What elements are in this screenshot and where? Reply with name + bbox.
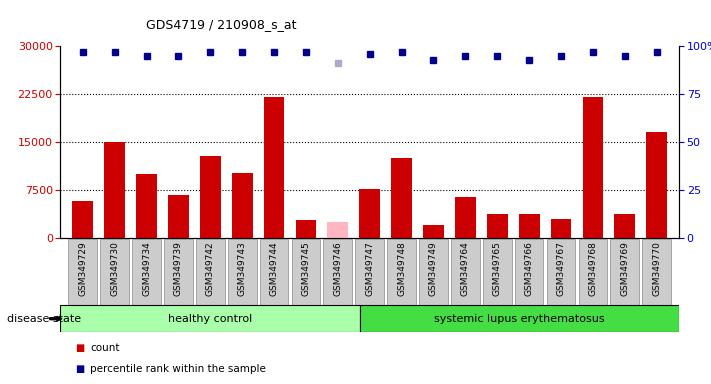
Text: systemic lupus erythematosus: systemic lupus erythematosus — [434, 314, 605, 324]
Text: count: count — [90, 343, 119, 353]
FancyBboxPatch shape — [228, 239, 257, 305]
FancyBboxPatch shape — [642, 239, 671, 305]
Text: GSM349768: GSM349768 — [589, 242, 597, 296]
Bar — [232, 173, 252, 238]
Bar — [614, 214, 635, 238]
Text: GSM349749: GSM349749 — [429, 242, 438, 296]
Bar — [391, 158, 412, 238]
Text: GDS4719 / 210908_s_at: GDS4719 / 210908_s_at — [146, 18, 296, 31]
FancyBboxPatch shape — [547, 239, 575, 305]
Bar — [137, 174, 157, 238]
Bar — [550, 219, 572, 238]
Text: GSM349730: GSM349730 — [110, 242, 119, 296]
Text: GSM349747: GSM349747 — [365, 242, 374, 296]
FancyBboxPatch shape — [196, 239, 225, 305]
FancyBboxPatch shape — [132, 239, 161, 305]
FancyBboxPatch shape — [611, 239, 639, 305]
FancyBboxPatch shape — [60, 305, 360, 332]
FancyBboxPatch shape — [419, 239, 448, 305]
Text: GSM349766: GSM349766 — [525, 242, 534, 296]
Text: GSM349744: GSM349744 — [269, 242, 279, 296]
FancyBboxPatch shape — [100, 239, 129, 305]
Text: GSM349729: GSM349729 — [78, 242, 87, 296]
Bar — [296, 220, 316, 238]
Bar — [582, 97, 603, 238]
Text: GSM349734: GSM349734 — [142, 242, 151, 296]
FancyBboxPatch shape — [324, 239, 352, 305]
Text: GSM349746: GSM349746 — [333, 242, 342, 296]
Text: healthy control: healthy control — [169, 314, 252, 324]
Text: ■: ■ — [75, 364, 84, 374]
Bar — [73, 201, 93, 238]
Bar — [200, 156, 220, 238]
Bar — [168, 195, 189, 238]
Text: GSM349770: GSM349770 — [652, 242, 661, 296]
Text: GSM349743: GSM349743 — [237, 242, 247, 296]
FancyBboxPatch shape — [579, 239, 607, 305]
FancyBboxPatch shape — [164, 239, 193, 305]
Bar — [423, 225, 444, 238]
Text: GSM349767: GSM349767 — [557, 242, 565, 296]
Text: GSM349764: GSM349764 — [461, 242, 470, 296]
FancyBboxPatch shape — [292, 239, 320, 305]
Text: ■: ■ — [75, 343, 84, 353]
Bar — [359, 189, 380, 238]
FancyBboxPatch shape — [451, 239, 480, 305]
Bar — [105, 142, 125, 238]
Text: GSM349769: GSM349769 — [620, 242, 629, 296]
FancyBboxPatch shape — [360, 305, 679, 332]
FancyBboxPatch shape — [68, 239, 97, 305]
Text: disease state: disease state — [7, 314, 81, 324]
FancyBboxPatch shape — [356, 239, 384, 305]
FancyBboxPatch shape — [260, 239, 289, 305]
Bar — [519, 214, 540, 238]
Text: GSM349739: GSM349739 — [174, 242, 183, 296]
Text: GSM349742: GSM349742 — [205, 242, 215, 296]
FancyBboxPatch shape — [483, 239, 512, 305]
FancyBboxPatch shape — [515, 239, 543, 305]
Bar — [328, 222, 348, 238]
Bar — [264, 97, 284, 238]
Bar — [646, 132, 667, 238]
Bar — [455, 197, 476, 238]
Text: GSM349765: GSM349765 — [493, 242, 502, 296]
Text: percentile rank within the sample: percentile rank within the sample — [90, 364, 266, 374]
Text: GSM349748: GSM349748 — [397, 242, 406, 296]
Bar — [487, 214, 508, 238]
Text: GSM349745: GSM349745 — [301, 242, 311, 296]
FancyBboxPatch shape — [387, 239, 416, 305]
